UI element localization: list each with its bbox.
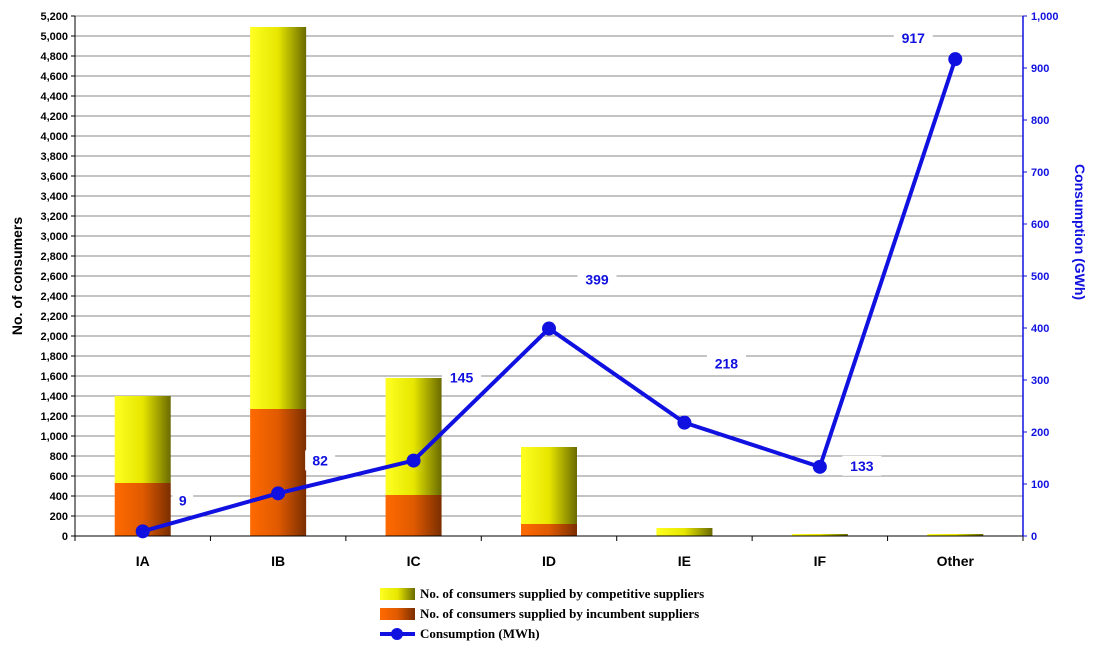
legend-swatch-competitive [380, 588, 415, 600]
category-label: IE [678, 553, 691, 569]
consumption-point [135, 524, 150, 539]
bar-competitive [114, 396, 171, 483]
data-label-bg [305, 450, 336, 471]
left-tick-label: 4,200 [40, 111, 68, 123]
right-tick-label: 100 [1031, 479, 1049, 491]
data-label: 145 [450, 370, 474, 386]
right-tick-label: 0 [1031, 531, 1037, 543]
bar-incumbent [385, 495, 442, 536]
category-label: Other [937, 553, 975, 569]
right-tick-label: 400 [1031, 323, 1049, 335]
left-tick-label: 5,200 [40, 11, 68, 23]
bar-incumbent [250, 409, 307, 536]
left-tick-label: 1,600 [40, 371, 68, 383]
left-tick-label: 4,000 [40, 131, 68, 143]
legend-swatch-incumbent [380, 608, 415, 620]
left-tick-label: 2,000 [40, 331, 68, 343]
bar-competitive [656, 528, 713, 536]
legend-marker-consumption [391, 628, 403, 640]
left-tick-label: 2,800 [40, 251, 68, 263]
left-tick-label: 1,000 [40, 431, 68, 443]
category-labels: IA IB IC ID IE IF Other [136, 553, 975, 569]
right-tick-label: 600 [1031, 219, 1049, 231]
left-tick-label: 4,400 [40, 91, 68, 103]
bar-competitive [791, 534, 848, 536]
left-tick-label: 0 [62, 531, 68, 543]
legend-label-incumbent: No. of consumers supplied by incumbent s… [420, 606, 699, 621]
right-tick-label: 500 [1031, 271, 1049, 283]
category-label: ID [542, 553, 556, 569]
left-tick-label: 200 [50, 511, 68, 523]
right-tick-label: 700 [1031, 167, 1049, 179]
data-labels: 9 82 145 399 218 133 917 [172, 28, 933, 511]
data-label: 917 [902, 30, 926, 46]
data-label: 82 [312, 452, 328, 468]
data-label-bg [172, 490, 194, 511]
left-tick-label: 4,800 [40, 51, 68, 63]
consumption-point [271, 486, 286, 501]
left-tick-label: 3,600 [40, 171, 68, 183]
left-tick-label: 2,200 [40, 311, 68, 323]
legend-label-competitive: No. of consumers supplied by competitive… [420, 586, 704, 601]
left-tick-label: 1,200 [40, 411, 68, 423]
data-label: 218 [715, 356, 739, 372]
consumption-point [406, 453, 421, 468]
left-tick-label: 5,000 [40, 31, 68, 43]
left-tick-label: 1,800 [40, 351, 68, 363]
left-tick-label: 2,400 [40, 291, 68, 303]
data-label-bg [442, 367, 482, 388]
bar-competitive [927, 534, 984, 536]
category-label: IA [136, 553, 150, 569]
bar-competitive [250, 27, 307, 409]
bar-incumbent [521, 524, 577, 536]
category-label: IC [407, 553, 421, 569]
consumption-point [812, 459, 827, 474]
right-tick-label: 200 [1031, 427, 1049, 439]
left-tick-label: 600 [50, 471, 68, 483]
data-label-bg [706, 353, 746, 374]
left-tick-label: 1,400 [40, 391, 68, 403]
bar-competitive [521, 447, 577, 524]
data-label: 133 [850, 458, 874, 474]
left-tick-label: 2,600 [40, 271, 68, 283]
data-label: 399 [585, 272, 609, 288]
consumption-point [677, 415, 692, 430]
category-label: IB [271, 553, 285, 569]
left-tick-label: 4,600 [40, 71, 68, 83]
consumption-point [542, 321, 556, 336]
left-tick-label: 3,400 [40, 191, 68, 203]
left-axis-title: No. of consumers [9, 217, 25, 335]
left-tick-label: 3,800 [40, 151, 68, 163]
left-axis-ticks: 0 200 400 600 800 1,000 1,200 1,400 1,600 1,800 2,… [40, 11, 75, 543]
category-label: IF [814, 553, 827, 569]
right-tick-label: 1,000 [1031, 11, 1059, 23]
gridlines [75, 15, 1023, 517]
data-label-bg [842, 455, 882, 476]
data-label-bg [577, 269, 617, 290]
bar-competitive [385, 378, 442, 495]
left-tick-label: 400 [50, 491, 68, 503]
right-axis-ticks: 0 100 200 300 400 500 600 700 800 900 1,000 [1023, 11, 1059, 543]
left-tick-label: 3,000 [40, 231, 68, 243]
right-axis-title: Consumption (GWh) [1072, 164, 1088, 300]
left-tick-label: 800 [50, 451, 68, 463]
consumption-line [135, 52, 963, 539]
consumption-point [948, 52, 963, 67]
left-tick-label: 3,200 [40, 211, 68, 223]
data-label-bg [893, 28, 933, 49]
legend: No. of consumers supplied by competitive… [380, 586, 704, 641]
legend-label-consumption: Consumption (MWh) [420, 626, 540, 641]
data-label: 9 [179, 492, 187, 508]
right-tick-label: 900 [1031, 63, 1049, 75]
right-tick-label: 300 [1031, 375, 1049, 387]
right-tick-label: 800 [1031, 115, 1049, 127]
